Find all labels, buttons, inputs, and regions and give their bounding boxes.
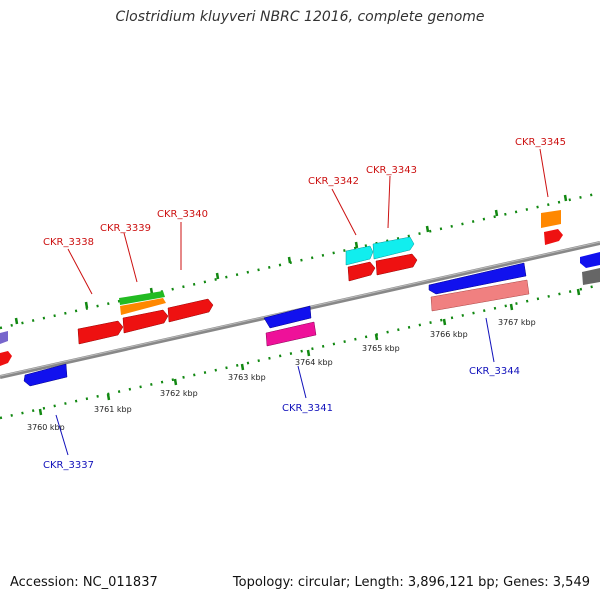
gene-arrow-ckr3341-blue[interactable] bbox=[263, 305, 312, 329]
tick bbox=[14, 317, 19, 325]
tick bbox=[374, 333, 379, 341]
gene-arrow-ckr3342-cyan[interactable] bbox=[345, 245, 374, 266]
forward-genes bbox=[0, 210, 563, 366]
gene-arrow-ckr3341-magenta[interactable] bbox=[265, 321, 317, 347]
gene-label[interactable]: CKR_3338 bbox=[43, 237, 94, 248]
tick bbox=[354, 241, 359, 249]
leader-line bbox=[331, 188, 357, 236]
leader-line bbox=[297, 365, 307, 399]
leader-line bbox=[123, 232, 138, 283]
gene-label[interactable]: CKR_3343 bbox=[366, 165, 417, 176]
tick bbox=[576, 288, 581, 296]
page-title: Clostridium kluyveri NBRC 12016, complet… bbox=[115, 9, 485, 25]
gene-label[interactable]: CKR_3337 bbox=[43, 460, 94, 471]
gene-arrow-ckr3337[interactable] bbox=[23, 363, 68, 387]
gene-arrow-ckr3343-red[interactable] bbox=[375, 253, 418, 276]
reverse-leader-lines bbox=[55, 317, 495, 456]
forward-track-guide bbox=[0, 191, 600, 330]
gene-arrow-ckr3344-blue[interactable] bbox=[428, 262, 527, 295]
reverse-genes bbox=[23, 252, 600, 387]
genome-summary-text: Topology: circular; Length: 3,896,121 bp… bbox=[232, 575, 590, 590]
gene-arrow-gray-right-edge[interactable] bbox=[582, 268, 600, 285]
scale-label: 3763 kbp bbox=[228, 373, 266, 382]
gene-label[interactable]: CKR_3340 bbox=[157, 209, 208, 220]
tick bbox=[215, 272, 220, 280]
scale-label: 3766 kbp bbox=[430, 330, 468, 339]
gene-arrow-red-edge[interactable] bbox=[0, 351, 12, 366]
forward-leader-lines bbox=[67, 148, 549, 295]
scale-label: 3765 kbp bbox=[362, 344, 400, 353]
tick bbox=[442, 318, 447, 326]
tick bbox=[494, 209, 499, 217]
gene-arrow-ckr3345-red[interactable] bbox=[544, 229, 563, 245]
gene-arrow-ckr3342-red[interactable] bbox=[347, 261, 376, 282]
accession-text: Accession: NC_011837 bbox=[10, 575, 158, 590]
tick bbox=[240, 363, 245, 371]
tick bbox=[106, 393, 111, 401]
scale-label: 3760 kbp bbox=[27, 423, 65, 432]
scale-label: 3764 kbp bbox=[295, 358, 333, 367]
forward-major-ticks bbox=[14, 194, 568, 325]
tick bbox=[425, 225, 430, 233]
tick bbox=[84, 301, 89, 309]
gene-arrow-ckr3340[interactable] bbox=[167, 298, 214, 323]
leader-line bbox=[485, 317, 495, 363]
gene-arrow-ckr3338[interactable] bbox=[77, 320, 124, 345]
gene-label[interactable]: CKR_3339 bbox=[100, 223, 151, 234]
scale-label: 3767 kbp bbox=[498, 318, 536, 327]
leader-line bbox=[539, 148, 549, 198]
gene-arrow-purple-edge[interactable] bbox=[0, 331, 8, 344]
tick bbox=[509, 303, 514, 311]
gene-label[interactable]: CKR_3345 bbox=[515, 137, 566, 148]
leader-line bbox=[67, 248, 93, 295]
tick bbox=[563, 194, 568, 202]
reverse-major-ticks bbox=[38, 288, 581, 416]
leader-line bbox=[387, 175, 391, 229]
gene-arrow-ckr3339-orange[interactable] bbox=[120, 298, 166, 315]
gene-arrow-ckr3343-cyan[interactable] bbox=[372, 236, 415, 260]
gene-arrow-ckr3344-salmon[interactable] bbox=[430, 279, 530, 312]
scale-label: 3762 kbp bbox=[160, 389, 198, 398]
gene-label[interactable]: CKR_3341 bbox=[282, 403, 333, 414]
gene-arrow-ckr3339-green[interactable] bbox=[119, 291, 165, 305]
gene-arrow-blue-right-edge[interactable] bbox=[580, 252, 600, 268]
tick bbox=[306, 349, 311, 357]
gene-label[interactable]: CKR_3344 bbox=[469, 366, 520, 377]
scale-label: 3761 kbp bbox=[94, 405, 132, 414]
gene-label[interactable]: CKR_3342 bbox=[308, 176, 359, 187]
tick bbox=[287, 256, 292, 264]
gene-arrow-ckr3345-orange[interactable] bbox=[541, 210, 561, 228]
tick bbox=[38, 408, 43, 416]
tick bbox=[173, 378, 178, 386]
gene-arrow-ckr3339-red[interactable] bbox=[122, 309, 169, 334]
leader-line bbox=[55, 414, 69, 456]
